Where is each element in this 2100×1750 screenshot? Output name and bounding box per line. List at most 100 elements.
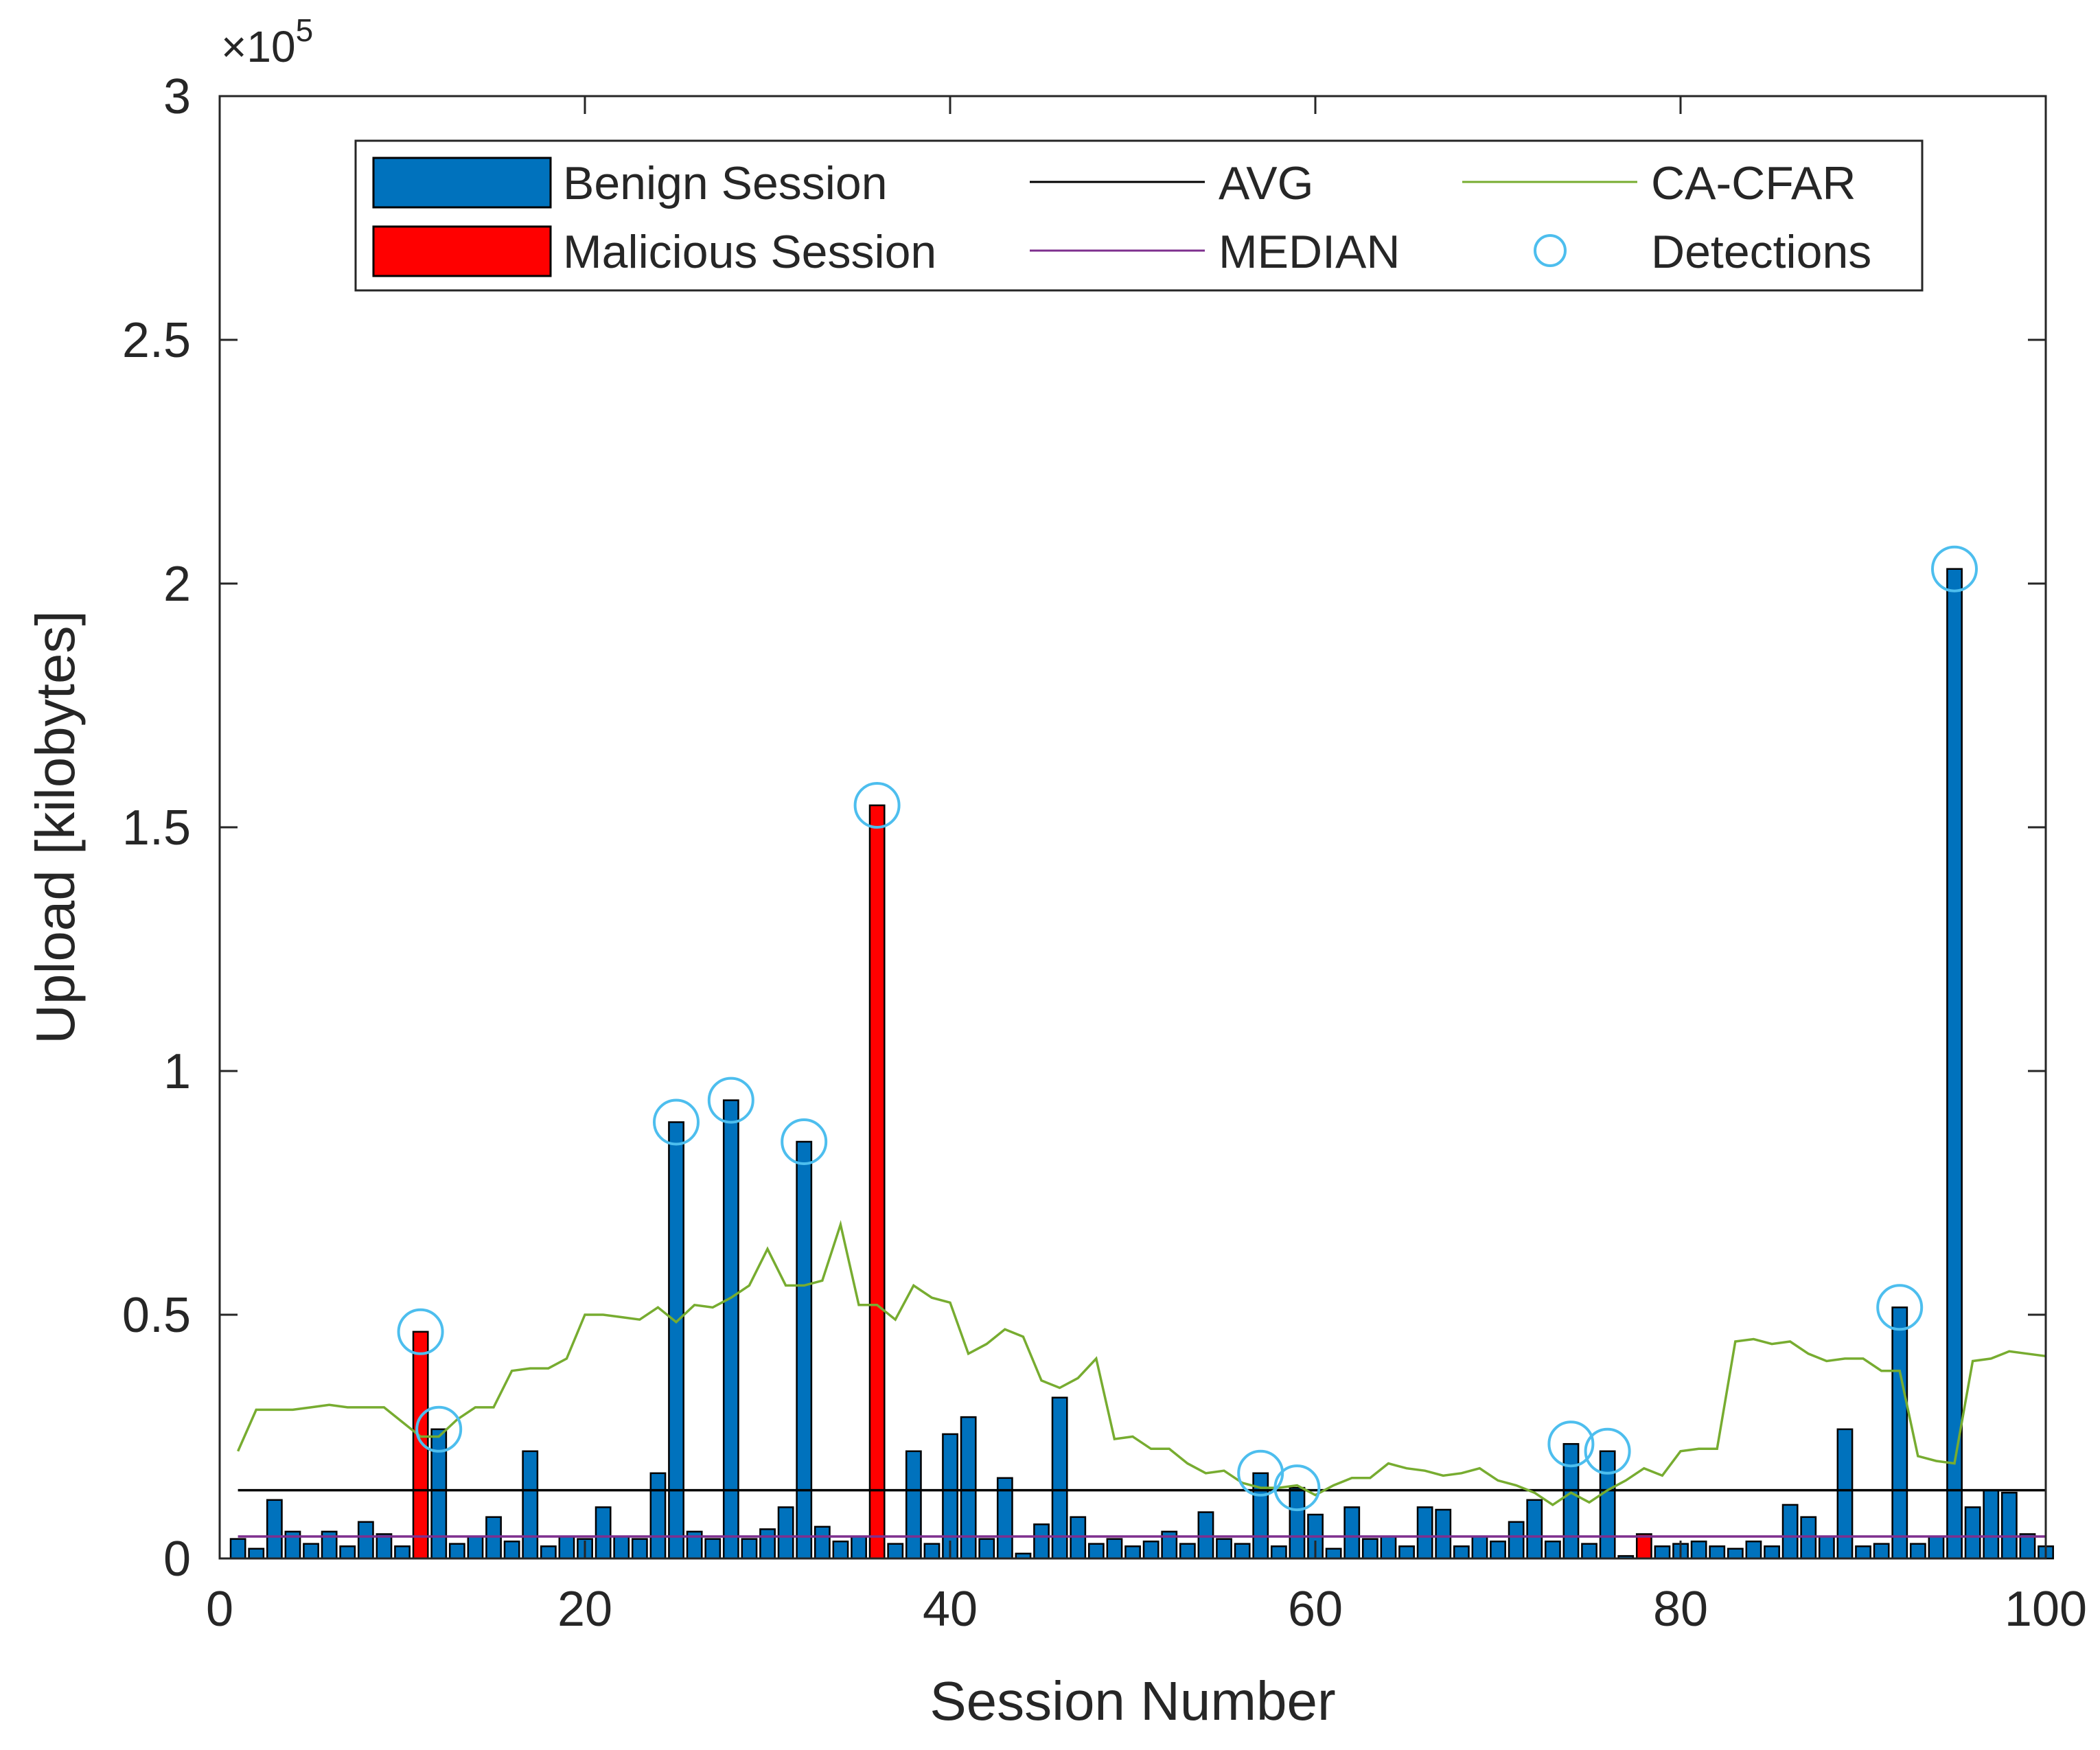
bar-benign-session — [394, 1545, 411, 1560]
bar-benign-session — [1325, 1547, 1342, 1560]
bar-benign-session — [1690, 1540, 1707, 1560]
legend-label-malicious: Malicious Session — [563, 226, 936, 278]
y-tick-label: 0.5 — [122, 1288, 191, 1343]
y-tick-label: 2 — [163, 557, 191, 612]
bar-benign-session — [832, 1540, 849, 1560]
bar-benign-session — [2019, 1533, 2036, 1560]
legend-swatch-malicious — [372, 225, 552, 277]
bar-benign-session — [1581, 1543, 1597, 1560]
bar-benign-session — [1544, 1540, 1561, 1560]
bar-benign-session — [1124, 1545, 1141, 1560]
legend-box — [354, 139, 1924, 292]
legend-label-median: MEDIAN — [1219, 226, 1400, 278]
legend-label-cacfar: CA-CFAR — [1651, 157, 1856, 209]
bar-benign-session — [1909, 1543, 1926, 1560]
bar-malicious-session — [1635, 1533, 1652, 1560]
bar-benign-session — [1781, 1504, 1799, 1560]
bar-benign-session — [978, 1538, 995, 1560]
bar-benign-session — [1855, 1545, 1871, 1560]
lines-group — [236, 1220, 2046, 1538]
bar-benign-session — [759, 1528, 776, 1560]
y-exponent-power: 5 — [296, 12, 314, 48]
bar-benign-session — [1983, 1489, 2000, 1560]
detection-marker — [1273, 1464, 1321, 1512]
x-tick-label: 0 — [206, 1582, 233, 1637]
bar-malicious-session — [868, 804, 886, 1560]
legend-swatch-benign — [372, 157, 552, 209]
detection-marker — [1547, 1420, 1595, 1468]
detection-marker — [1876, 1284, 1924, 1331]
bar-benign-session — [1106, 1538, 1123, 1560]
bar-benign-session — [1709, 1545, 1726, 1560]
legend-label-avg: AVG — [1219, 157, 1314, 209]
bar-benign-session — [1836, 1428, 1854, 1560]
bar-benign-session — [1270, 1545, 1287, 1560]
bar-benign-session — [376, 1533, 393, 1560]
bar-benign-session — [1380, 1535, 1397, 1560]
bar-benign-session — [668, 1121, 684, 1560]
bar-benign-session — [1562, 1442, 1580, 1560]
bar-malicious-session — [412, 1331, 429, 1560]
bar-benign-session — [1033, 1523, 1050, 1560]
bar-benign-session — [1179, 1543, 1196, 1560]
y-axis-label: Upload [kilobytes] — [25, 610, 86, 1044]
x-tick-label: 80 — [1653, 1582, 1708, 1637]
bar-benign-session — [1727, 1547, 1744, 1560]
x-axis-label: Session Number — [930, 1670, 1335, 1731]
detection-marker — [1584, 1427, 1631, 1475]
bar-benign-session — [1928, 1535, 1945, 1560]
bar-benign-session — [1964, 1506, 1981, 1560]
plot-background — [220, 96, 2046, 1558]
x-tick-label: 100 — [2005, 1582, 2087, 1637]
bar-benign-session — [1526, 1499, 1543, 1560]
bar-benign-session — [540, 1545, 557, 1560]
bar-benign-session — [649, 1472, 667, 1560]
y-tick-label: 3 — [163, 69, 191, 124]
y-tick-label: 0 — [163, 1532, 191, 1587]
bar-benign-session — [613, 1535, 630, 1560]
bar-benign-session — [467, 1535, 484, 1560]
ca-cfar-line — [236, 1220, 2046, 1507]
bar-benign-session — [339, 1545, 356, 1560]
bar-benign-session — [887, 1543, 904, 1560]
detection-marker — [653, 1098, 700, 1146]
bar-benign-session — [448, 1543, 465, 1560]
bar-benign-session — [631, 1538, 648, 1560]
bar-benign-session — [2000, 1491, 2018, 1560]
bar-benign-session — [1051, 1396, 1068, 1560]
legend-marker-detections — [1534, 234, 1567, 267]
bar-benign-session — [1361, 1538, 1378, 1560]
x-tick-label: 60 — [1288, 1582, 1343, 1637]
bar-benign-session — [1490, 1540, 1506, 1560]
bar-benign-session — [248, 1547, 265, 1560]
bar-benign-session — [1654, 1545, 1671, 1560]
bar-benign-session — [1216, 1538, 1232, 1560]
bar-benign-session — [905, 1450, 922, 1560]
detection-marker — [415, 1405, 463, 1453]
bar-benign-session — [485, 1516, 502, 1560]
legend-label-detections: Detections — [1651, 226, 1871, 278]
bar-benign-session — [704, 1538, 722, 1560]
y-exponent-label: ×105 — [221, 12, 313, 71]
bar-benign-session — [357, 1521, 374, 1560]
bar-benign-session — [741, 1538, 758, 1560]
bar-benign-session — [1891, 1306, 1908, 1560]
bar-benign-session — [266, 1499, 283, 1560]
bar-benign-session — [1435, 1508, 1452, 1560]
legend: Benign Session Malicious Session AVG MED… — [354, 139, 1924, 292]
bar-benign-session — [1289, 1486, 1306, 1560]
y-exponent-base: ×10 — [221, 22, 296, 71]
x-tick-label: 40 — [923, 1582, 978, 1637]
bar-benign-session — [1599, 1450, 1616, 1560]
bar-benign-session — [558, 1535, 575, 1560]
bar-benign-session — [1764, 1545, 1780, 1560]
bar-benign-session — [503, 1540, 520, 1560]
bar-benign-session — [851, 1535, 867, 1560]
bar-benign-session — [923, 1543, 941, 1560]
bar-benign-session — [303, 1543, 319, 1560]
bar-benign-session — [1087, 1543, 1105, 1560]
bar-benign-session — [796, 1140, 813, 1560]
y-tick-label: 2.5 — [122, 313, 191, 368]
bar-benign-session — [1471, 1535, 1488, 1560]
bar-benign-session — [595, 1506, 612, 1560]
